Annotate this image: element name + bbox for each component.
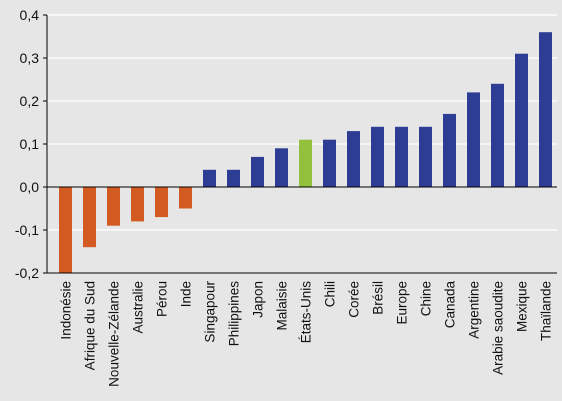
bar xyxy=(395,126,408,187)
x-tick-label: Nouvelle-Zélande xyxy=(107,281,122,387)
x-tick-label: Europe xyxy=(395,281,410,325)
bar xyxy=(299,139,312,187)
x-tick-label: Chine xyxy=(419,281,434,316)
y-tick-label: 0,0 xyxy=(20,179,40,195)
y-tick-label: 0,3 xyxy=(20,50,40,66)
x-tick-label: Philippines xyxy=(227,281,242,347)
bar xyxy=(539,32,552,188)
y-tick-label: 0,2 xyxy=(20,93,40,109)
x-tick-label: Argentine xyxy=(467,281,482,339)
bar xyxy=(467,92,480,187)
bar xyxy=(371,126,384,187)
x-tick-label: Arabie saoudite xyxy=(491,281,506,375)
bar xyxy=(155,187,168,218)
bar xyxy=(419,126,432,187)
bar xyxy=(203,169,216,187)
bar xyxy=(59,187,72,273)
x-tick-label: Indonésie xyxy=(59,281,74,340)
bar xyxy=(179,187,192,209)
x-tick-label: Corée xyxy=(347,281,362,318)
bar xyxy=(107,187,120,226)
bar xyxy=(491,83,504,187)
bar xyxy=(515,53,528,188)
bar xyxy=(131,187,144,222)
x-tick-label: Japon xyxy=(251,281,266,318)
x-tick-label: Brésil xyxy=(371,281,386,315)
x-tick-label: Canada xyxy=(443,281,458,329)
x-tick-label: Mexique xyxy=(515,281,530,332)
bars xyxy=(59,32,552,273)
x-tick-label: Singapour xyxy=(203,281,218,343)
bar xyxy=(275,148,288,187)
bar xyxy=(347,131,360,187)
y-tick-label: 0,4 xyxy=(20,7,40,23)
x-tick-label: Afrique du Sud xyxy=(83,281,98,370)
x-tick-label: Chili xyxy=(323,281,338,307)
x-tick-labels: Indonésie Afrique du Sud Nouvelle-Zélande A… xyxy=(59,281,554,387)
x-tick-label: Thaïlande xyxy=(539,281,554,341)
y-tick-label: 0,1 xyxy=(20,136,40,152)
x-tick-label: Australie xyxy=(131,281,146,334)
y-tick-labels: -0,2 -0,1 0,0 0,1 0,2 0,3 0,4 xyxy=(15,7,39,281)
y-tick-label: -0,2 xyxy=(15,265,39,281)
y-tick-label: -0,1 xyxy=(15,222,39,238)
x-tick-label: Pérou xyxy=(155,281,170,317)
x-tick-label: États-Unis xyxy=(299,281,314,344)
bar xyxy=(443,113,456,187)
bar xyxy=(227,169,240,187)
axes xyxy=(43,14,557,274)
bar xyxy=(251,156,264,187)
x-tick-label: Malaisie xyxy=(275,281,290,331)
x-tick-label: Inde xyxy=(179,281,194,307)
bar xyxy=(83,187,96,248)
bar xyxy=(323,139,336,187)
